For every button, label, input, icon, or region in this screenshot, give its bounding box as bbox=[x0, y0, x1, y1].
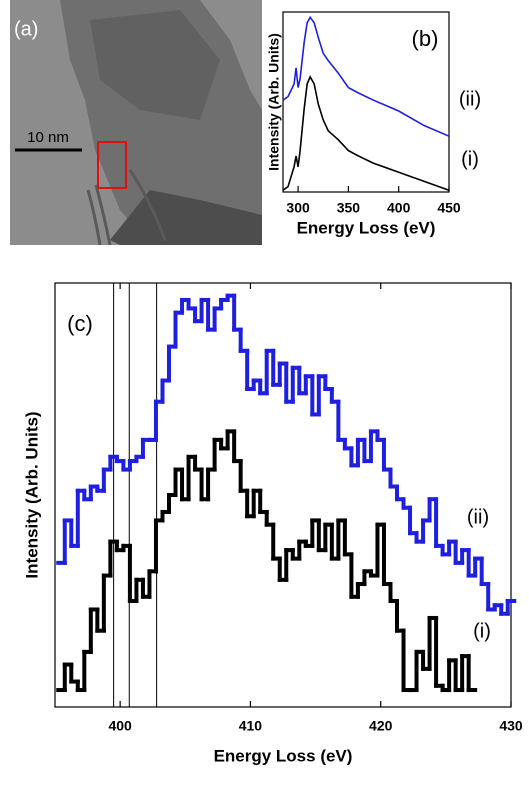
x-tick-label: 450 bbox=[437, 200, 461, 216]
y-axis-label: Intensity (Arb. Units) bbox=[22, 411, 41, 578]
particle-core bbox=[90, 10, 220, 120]
plot-frame bbox=[282, 11, 450, 193]
nanotube bbox=[86, 169, 167, 246]
plot-frame bbox=[54, 282, 512, 708]
panel-label: (c) bbox=[67, 311, 93, 336]
x-tick-label: 430 bbox=[499, 718, 523, 734]
x-axis-label: Energy Loss (eV) bbox=[214, 746, 353, 765]
series-label: (ii) bbox=[467, 506, 489, 528]
tem-image: 10 nm (a) bbox=[10, 0, 262, 246]
x-tick-label: 350 bbox=[337, 200, 361, 216]
scale-bar-label: 10 nm bbox=[27, 129, 69, 146]
series-label: (i) bbox=[461, 148, 479, 170]
spectrum-line bbox=[282, 15, 450, 137]
x-tick-label: 420 bbox=[369, 718, 393, 734]
x-tick-label: 400 bbox=[108, 718, 132, 734]
x-tick-label: 300 bbox=[286, 200, 310, 216]
series-label: (ii) bbox=[459, 88, 481, 110]
x-tick-label: 410 bbox=[239, 718, 263, 734]
selection-box bbox=[97, 141, 127, 189]
y-axis-label: Intensity (Arb. Units) bbox=[266, 33, 282, 171]
spectrum-line bbox=[282, 74, 450, 191]
series-label: (i) bbox=[473, 620, 491, 642]
chart-1: 400 410 420 430 Energy Loss (eV) Intensity (A… bbox=[22, 282, 523, 765]
panel-label: (b) bbox=[412, 26, 439, 51]
x-tick-label: 400 bbox=[387, 200, 411, 216]
x-axis-label: Energy Loss (eV) bbox=[297, 218, 436, 237]
panel-label: (a) bbox=[14, 18, 38, 40]
